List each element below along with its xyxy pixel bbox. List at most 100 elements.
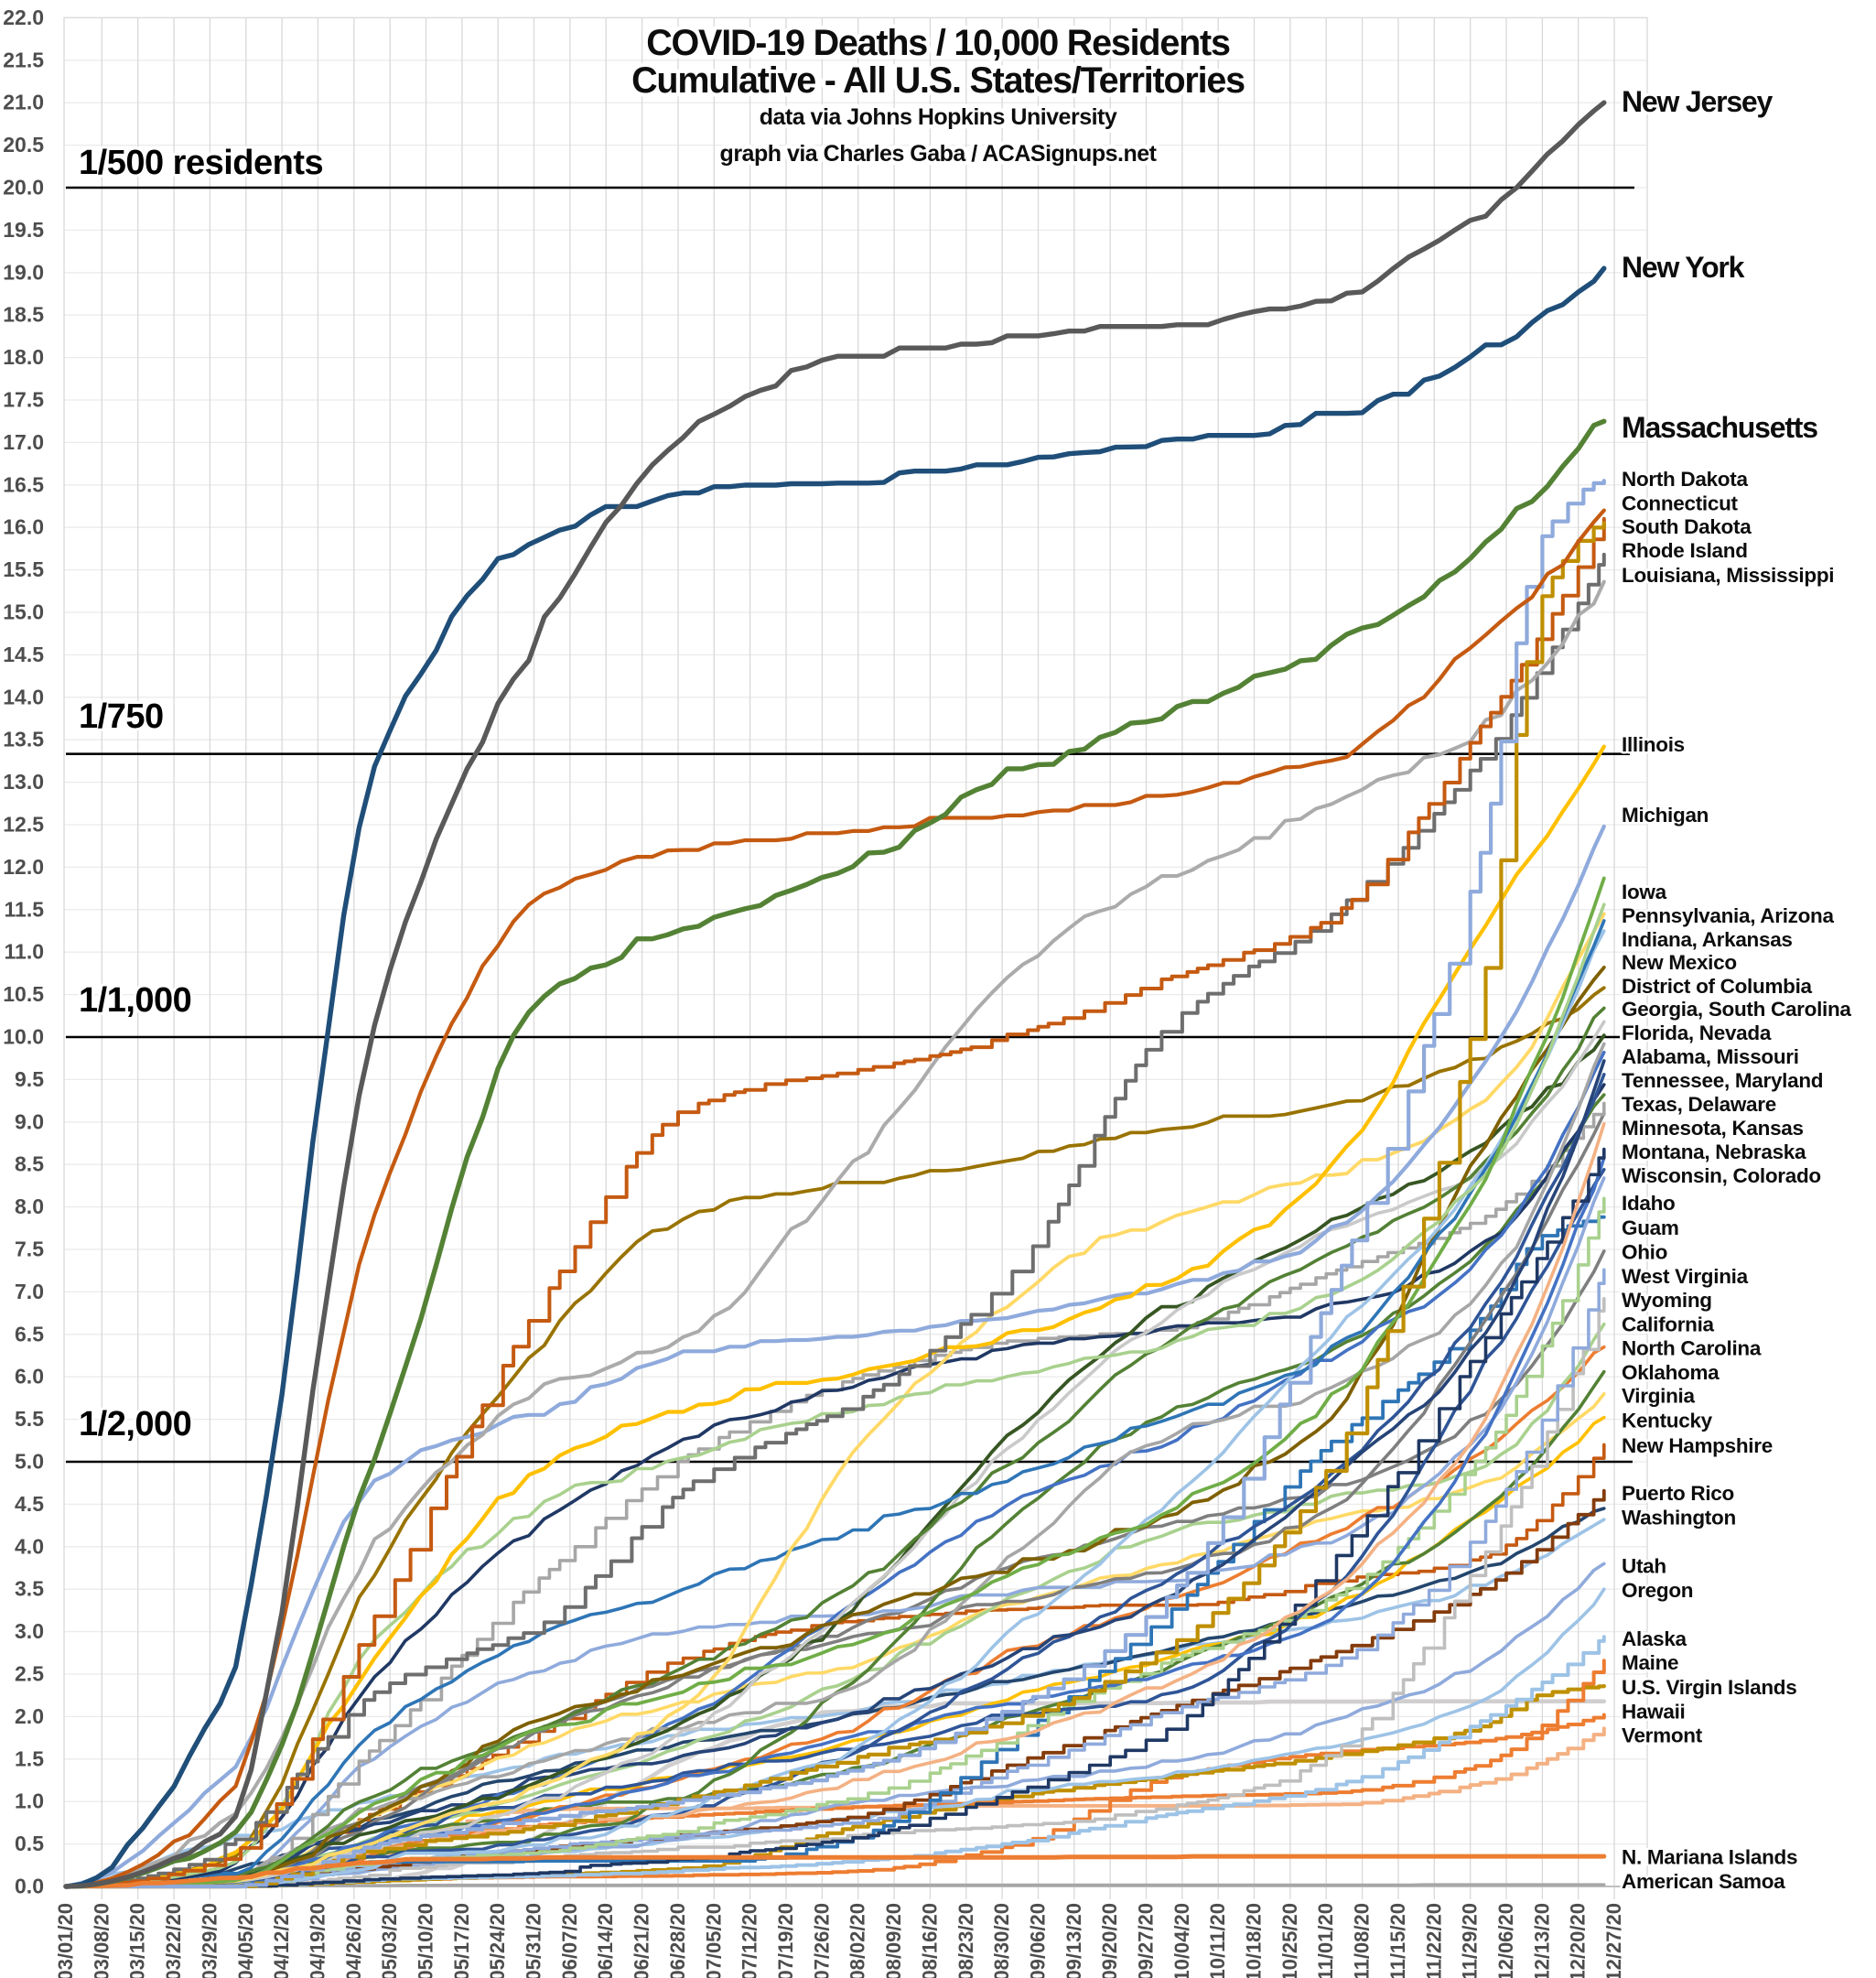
svg-text:6.0: 6.0 [15,1365,44,1389]
svg-text:11/08/20: 11/08/20 [1351,1903,1374,1978]
svg-text:8.5: 8.5 [15,1152,44,1176]
svg-text:7.0: 7.0 [15,1280,44,1303]
svg-text:07/19/20: 07/19/20 [774,1903,797,1978]
svg-text:Wisconsin, Colorado: Wisconsin, Colorado [1622,1164,1821,1187]
svg-text:09/06/20: 09/06/20 [1027,1903,1050,1978]
svg-text:Ohio: Ohio [1622,1241,1667,1264]
svg-text:05/31/20: 05/31/20 [523,1903,545,1978]
svg-text:13.0: 13.0 [3,770,44,794]
svg-text:08/30/20: 08/30/20 [990,1903,1013,1978]
svg-text:19.0: 19.0 [3,260,44,284]
svg-text:4.0: 4.0 [15,1534,44,1558]
svg-text:05/10/20: 05/10/20 [415,1903,437,1978]
svg-text:10/04/20: 10/04/20 [1170,1903,1193,1978]
svg-text:Puerto Rico: Puerto Rico [1622,1482,1734,1505]
svg-text:09/27/20: 09/27/20 [1135,1903,1158,1978]
svg-text:08/23/20: 08/23/20 [954,1903,977,1978]
svg-text:Oregon: Oregon [1622,1579,1693,1602]
svg-text:16.5: 16.5 [3,472,44,496]
svg-text:District of Columbia: District of Columbia [1622,975,1813,998]
svg-text:1/500 residents: 1/500 residents [79,144,323,182]
svg-text:11/29/20: 11/29/20 [1459,1903,1482,1978]
svg-text:U.S. Virgin Islands: U.S. Virgin Islands [1622,1676,1796,1699]
svg-text:03/01/20: 03/01/20 [54,1903,77,1978]
svg-text:13.5: 13.5 [3,728,44,751]
svg-text:05/17/20: 05/17/20 [450,1903,473,1978]
svg-text:03/08/20: 03/08/20 [90,1903,113,1978]
svg-text:N. Mariana Islands: N. Mariana Islands [1622,1846,1797,1869]
svg-text:04/26/20: 04/26/20 [342,1903,365,1978]
svg-text:New Jersey: New Jersey [1622,85,1774,118]
svg-text:10/18/20: 10/18/20 [1243,1903,1266,1978]
svg-text:Alabama, Missouri: Alabama, Missouri [1622,1045,1799,1068]
svg-text:Guam: Guam [1622,1216,1679,1239]
svg-text:06/21/20: 06/21/20 [631,1903,653,1978]
svg-text:8.0: 8.0 [15,1194,44,1218]
svg-text:7.5: 7.5 [15,1238,44,1261]
svg-text:09/13/20: 09/13/20 [1062,1903,1085,1978]
svg-text:COVID-19 Deaths / 10,000 Resid: COVID-19 Deaths / 10,000 Residents [646,23,1230,63]
svg-text:9.0: 9.0 [15,1109,44,1133]
svg-text:North Dakota: North Dakota [1622,468,1748,491]
svg-text:15.0: 15.0 [3,600,44,624]
svg-text:Alaska: Alaska [1622,1627,1687,1650]
svg-text:Minnesota, Kansas: Minnesota, Kansas [1622,1117,1804,1140]
svg-text:5.5: 5.5 [15,1407,44,1431]
svg-text:07/12/20: 07/12/20 [739,1903,761,1978]
svg-text:03/22/20: 03/22/20 [162,1903,185,1978]
svg-text:Louisiana, Mississippi: Louisiana, Mississippi [1622,564,1834,587]
svg-text:18.5: 18.5 [3,303,44,327]
svg-text:data via Johns Hopkins Univers: data via Johns Hopkins University [760,104,1117,130]
svg-text:American Samoa: American Samoa [1622,1870,1785,1893]
svg-text:California: California [1622,1313,1715,1335]
svg-text:0.5: 0.5 [15,1832,44,1855]
svg-text:Maine: Maine [1622,1651,1678,1674]
svg-text:Oklahoma: Oklahoma [1622,1361,1720,1384]
svg-text:1/1,000: 1/1,000 [79,981,191,1020]
svg-text:17.5: 17.5 [3,388,44,412]
svg-text:3.5: 3.5 [15,1577,44,1601]
svg-text:11/22/20: 11/22/20 [1422,1903,1445,1978]
svg-text:12/20/20: 12/20/20 [1567,1903,1590,1978]
svg-text:18.0: 18.0 [3,345,44,369]
svg-text:21.5: 21.5 [3,48,44,71]
svg-text:Washington: Washington [1622,1507,1736,1529]
svg-text:06/28/20: 06/28/20 [666,1903,689,1978]
svg-text:Georgia, South Carolina: Georgia, South Carolina [1622,998,1851,1021]
svg-text:10/25/20: 10/25/20 [1278,1903,1301,1978]
svg-text:06/07/20: 06/07/20 [558,1903,581,1978]
svg-text:Michigan: Michigan [1622,804,1709,827]
svg-text:10.5: 10.5 [3,982,44,1006]
svg-text:19.5: 19.5 [3,218,44,242]
svg-text:1/750: 1/750 [79,697,164,736]
svg-text:12/13/20: 12/13/20 [1530,1903,1553,1978]
svg-text:20.5: 20.5 [3,133,44,157]
svg-text:11/15/20: 11/15/20 [1386,1903,1409,1978]
svg-text:16.0: 16.0 [3,515,44,539]
svg-text:Idaho: Idaho [1622,1192,1676,1215]
svg-text:9.5: 9.5 [15,1067,44,1091]
svg-text:West Virginia: West Virginia [1622,1265,1749,1288]
svg-text:03/29/20: 03/29/20 [198,1903,221,1978]
svg-text:08/02/20: 08/02/20 [846,1903,869,1978]
svg-text:Wyoming: Wyoming [1622,1289,1712,1312]
svg-text:Indiana, Arkansas: Indiana, Arkansas [1622,928,1793,951]
svg-text:04/12/20: 04/12/20 [270,1903,293,1978]
svg-text:17.0: 17.0 [3,430,44,454]
svg-text:04/05/20: 04/05/20 [234,1903,257,1978]
svg-text:12/06/20: 12/06/20 [1494,1903,1517,1978]
svg-text:1.0: 1.0 [15,1789,44,1813]
svg-text:10.0: 10.0 [3,1025,44,1049]
svg-text:Massachusetts: Massachusetts [1622,411,1817,444]
svg-text:15.5: 15.5 [3,557,44,581]
svg-text:Kentucky: Kentucky [1622,1409,1713,1432]
svg-text:Cumulative - All U.S. States/T: Cumulative - All U.S. States/Territories [631,60,1245,101]
svg-text:05/24/20: 05/24/20 [486,1903,509,1978]
svg-text:4.5: 4.5 [15,1492,44,1516]
svg-text:3.0: 3.0 [15,1619,44,1643]
svg-text:Hawaii: Hawaii [1622,1701,1685,1724]
svg-text:21.0: 21.0 [3,91,44,114]
svg-text:New Hampshire: New Hampshire [1622,1434,1773,1457]
svg-text:Pennsylvania, Arizona: Pennsylvania, Arizona [1622,904,1834,927]
svg-text:1.5: 1.5 [15,1746,44,1770]
